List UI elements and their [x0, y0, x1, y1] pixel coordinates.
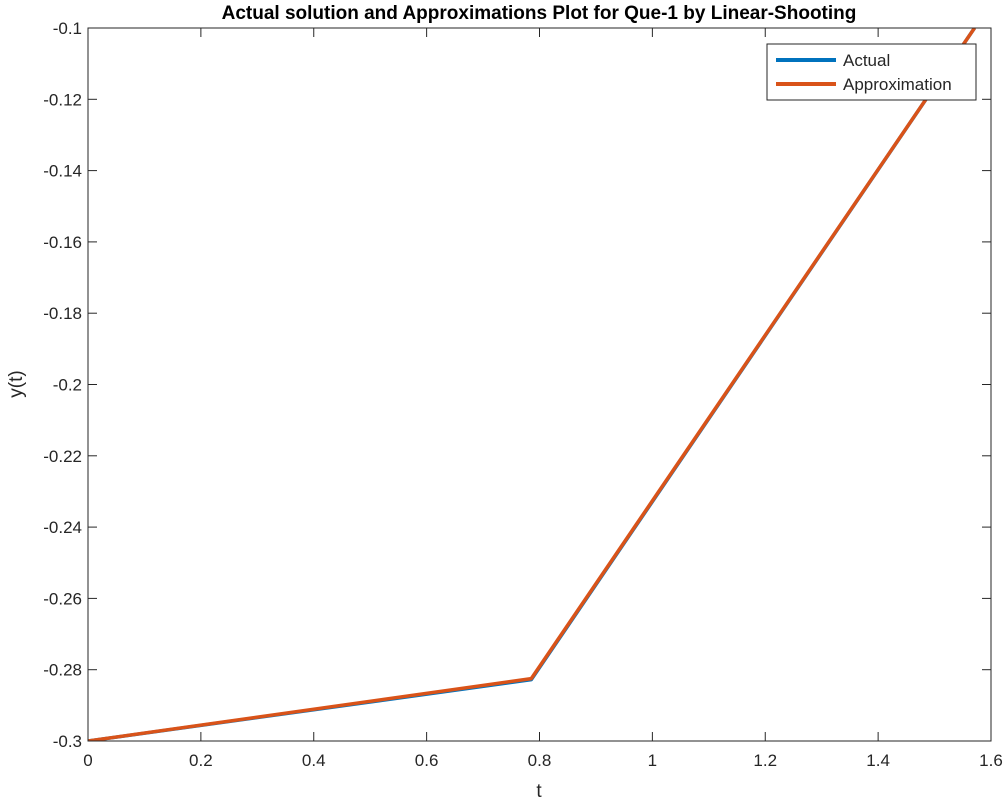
y-tick-label: -0.2 — [53, 376, 82, 395]
y-tick-label: -0.24 — [43, 518, 82, 537]
x-tick-label: 1.6 — [979, 751, 1003, 770]
x-tick-label: 0 — [83, 751, 92, 770]
x-tick-label: 1.2 — [753, 751, 777, 770]
x-tick-label: 0.8 — [528, 751, 552, 770]
series-line-approximation — [88, 28, 976, 741]
y-tick-label: -0.22 — [43, 447, 82, 466]
y-tick-label: -0.18 — [43, 304, 82, 323]
x-tick-label: 0.4 — [302, 751, 326, 770]
chart-title: Actual solution and Approximations Plot … — [222, 3, 857, 24]
y-axis-label: y(t) — [6, 370, 27, 397]
x-tick-label: 1 — [648, 751, 657, 770]
legend[interactable]: Actual Approximation — [766, 43, 977, 101]
plot-area — [88, 28, 991, 741]
x-tick-label: 0.2 — [189, 751, 213, 770]
series-layer — [88, 28, 976, 741]
x-tick-label: 0.6 — [415, 751, 439, 770]
ticks-layer: 0 0.2 0.4 0.6 0.8 1 1.2 1.4 1.6 -0.3 -0.28 -0.26 -0.… — [43, 19, 1003, 770]
y-tick-label: -0.12 — [43, 90, 82, 109]
x-tick-label: 1.4 — [866, 751, 890, 770]
y-tick-label: -0.26 — [43, 589, 82, 608]
y-tick-label: -0.28 — [43, 661, 82, 680]
x-axis-label: t — [536, 781, 542, 800]
legend-label-approximation: Approximation — [843, 75, 952, 94]
y-tick-label: -0.1 — [53, 19, 82, 38]
legend-box — [766, 43, 977, 101]
legend-label-actual: Actual — [843, 51, 890, 70]
y-tick-label: -0.16 — [43, 233, 82, 252]
y-tick-label: -0.3 — [53, 732, 82, 751]
y-tick-label: -0.14 — [43, 162, 82, 181]
plot-frame — [87, 27, 992, 742]
